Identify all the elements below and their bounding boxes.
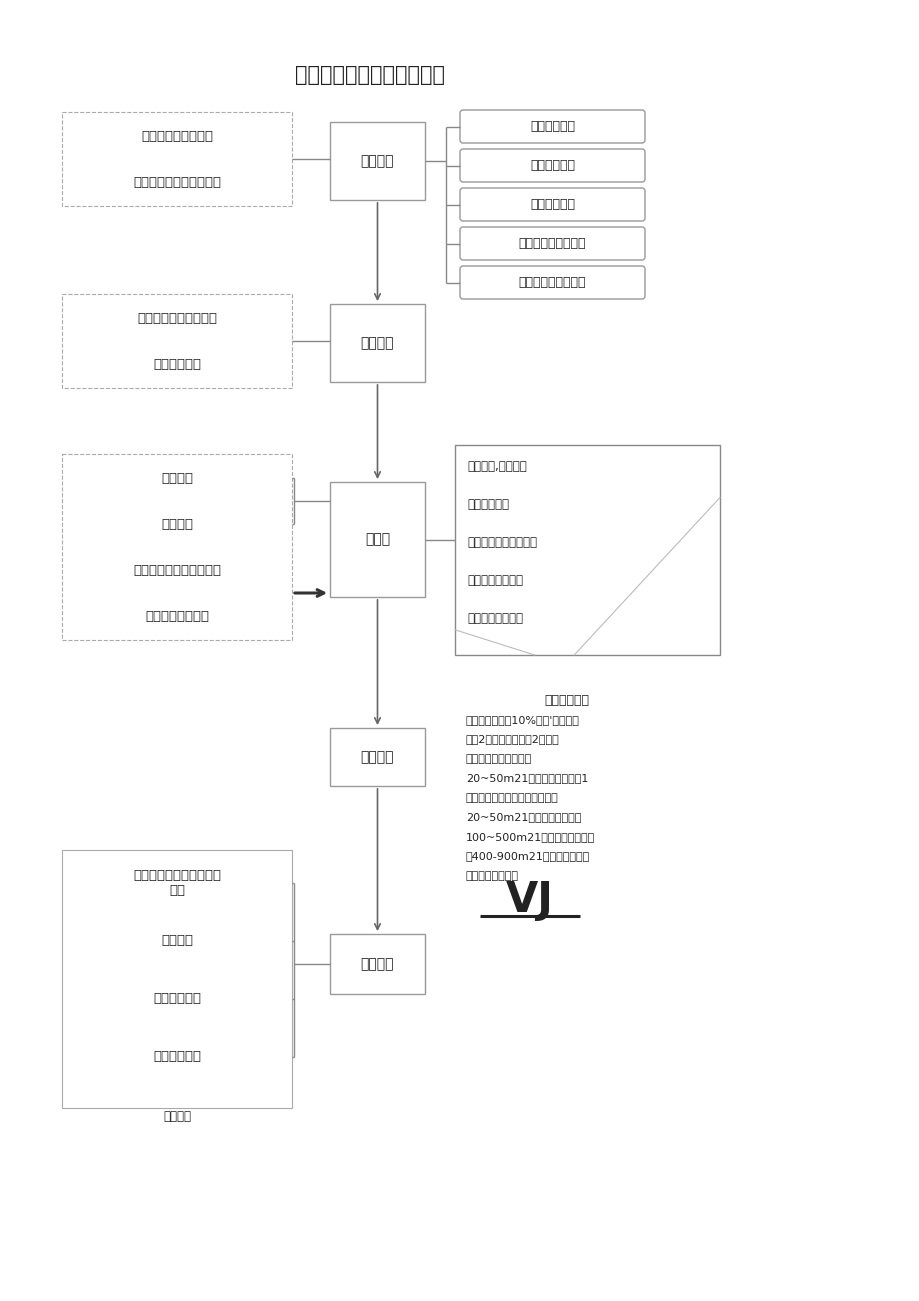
Text: 准备工作: 准备工作 bbox=[360, 154, 394, 168]
Text: 回填机械准备: 回填机械准备 bbox=[529, 198, 574, 211]
Text: 每层压实后的下半: 每层压实后的下半 bbox=[466, 870, 518, 881]
Text: 100~500m21组；场地平整每层: 100~500m21组；场地平整每层 bbox=[466, 833, 595, 842]
FancyBboxPatch shape bbox=[460, 111, 644, 143]
FancyBboxPatch shape bbox=[68, 598, 286, 634]
Text: 按400-900m21组。取样部位在: 按400-900m21组。取样部位在 bbox=[466, 851, 590, 861]
Text: 中间抽查: 中间抽查 bbox=[161, 471, 193, 484]
Text: 厂室内：不少于10%自然'间，但不: 厂室内：不少于10%自然'间，但不 bbox=[466, 716, 579, 725]
Text: 技术交底: 技术交底 bbox=[360, 336, 394, 350]
Bar bbox=[330, 122, 425, 200]
Bar bbox=[330, 304, 425, 382]
Bar bbox=[330, 729, 425, 786]
Text: 资料管理: 资料管理 bbox=[360, 958, 394, 971]
Text: VJ: VJ bbox=[505, 879, 553, 921]
FancyBboxPatch shape bbox=[68, 857, 286, 908]
FancyBboxPatch shape bbox=[68, 916, 286, 967]
FancyBboxPatch shape bbox=[68, 974, 286, 1024]
Text: 组）；基槽或管沟，每层按长度: 组）；基槽或管沟，每层按长度 bbox=[466, 794, 558, 803]
FancyBboxPatch shape bbox=[68, 461, 286, 496]
Text: 隐蔽验收记录: 隐蔽验收记录 bbox=[153, 1050, 200, 1063]
Text: 灰土拌合均匀: 灰土拌合均匀 bbox=[467, 498, 508, 511]
Text: 熟习图纸和技术资料: 熟习图纸和技术资料 bbox=[141, 130, 213, 143]
Text: 20~50m21组每个基坑不少于1: 20~50m21组每个基坑不少于1 bbox=[466, 774, 588, 783]
Text: 回填分层,控制庥度: 回填分层,控制庥度 bbox=[467, 461, 527, 474]
Text: 分层测量填土标高: 分层测量填土标高 bbox=[467, 575, 522, 588]
Text: 清除基地杂物和草皮: 清除基地杂物和草皮 bbox=[518, 276, 585, 289]
Text: 质量评定记录: 质量评定记录 bbox=[153, 993, 200, 1006]
Bar bbox=[62, 112, 291, 206]
FancyBboxPatch shape bbox=[460, 189, 644, 221]
Text: 20~50m21组室外填土每层按: 20~50m21组室外填土每层按 bbox=[466, 813, 581, 822]
FancyBboxPatch shape bbox=[68, 552, 286, 588]
Text: 密度取样数量：基坑每: 密度取样数量：基坑每 bbox=[466, 755, 532, 764]
Text: 质量评定: 质量评定 bbox=[360, 749, 394, 764]
Bar bbox=[62, 850, 291, 1108]
Text: 少于2间，每间不少于2处。干: 少于2间，每间不少于2处。干 bbox=[466, 735, 559, 744]
Text: 确定回填方案: 确定回填方案 bbox=[529, 120, 574, 133]
Text: 操作人员参加: 操作人员参加 bbox=[153, 358, 200, 371]
FancyBboxPatch shape bbox=[460, 265, 644, 299]
FancyBboxPatch shape bbox=[68, 301, 286, 336]
Bar bbox=[330, 934, 425, 994]
Text: 办理回填土隐蔽验收签证: 办理回填土隐蔽验收签证 bbox=[133, 563, 221, 576]
Text: 施　工: 施 工 bbox=[365, 532, 390, 546]
Text: 自　　检: 自 检 bbox=[161, 518, 193, 531]
Text: 清除大土快和生石灰块: 清除大土快和生石灰块 bbox=[467, 536, 537, 549]
Text: 熟习操作规程和质量标准: 熟习操作规程和质量标准 bbox=[133, 176, 221, 189]
FancyBboxPatch shape bbox=[68, 164, 286, 200]
Text: 测量仪器准备: 测量仪器准备 bbox=[529, 159, 574, 172]
Bar bbox=[62, 454, 291, 640]
Text: 土方回填工程质量控制程序: 土方回填工程质量控制程序 bbox=[295, 65, 445, 85]
Text: 执行验评标准: 执行验评标准 bbox=[544, 693, 589, 706]
Text: 清理现场、作好排水: 清理现场、作好排水 bbox=[518, 237, 585, 250]
Text: 施工记录: 施工记录 bbox=[163, 1110, 191, 1123]
Text: 自检记录: 自检记录 bbox=[161, 934, 193, 947]
FancyBboxPatch shape bbox=[68, 346, 286, 382]
Bar bbox=[455, 445, 720, 654]
Text: 分层检验填土质量: 分层检验填土质量 bbox=[467, 613, 522, 626]
Text: 回填土券实，干密度实验
记录: 回填土券实，干密度实验 记录 bbox=[133, 869, 221, 896]
Bar bbox=[62, 294, 291, 388]
Text: 分部分项工程书面交底: 分部分项工程书面交底 bbox=[137, 311, 217, 324]
Bar bbox=[330, 481, 425, 597]
FancyBboxPatch shape bbox=[460, 226, 644, 260]
FancyBboxPatch shape bbox=[460, 150, 644, 182]
Text: 清理现场文明施工: 清理现场文明施工 bbox=[145, 609, 209, 622]
FancyBboxPatch shape bbox=[68, 506, 286, 543]
FancyBboxPatch shape bbox=[68, 1032, 286, 1082]
FancyBboxPatch shape bbox=[68, 118, 286, 154]
